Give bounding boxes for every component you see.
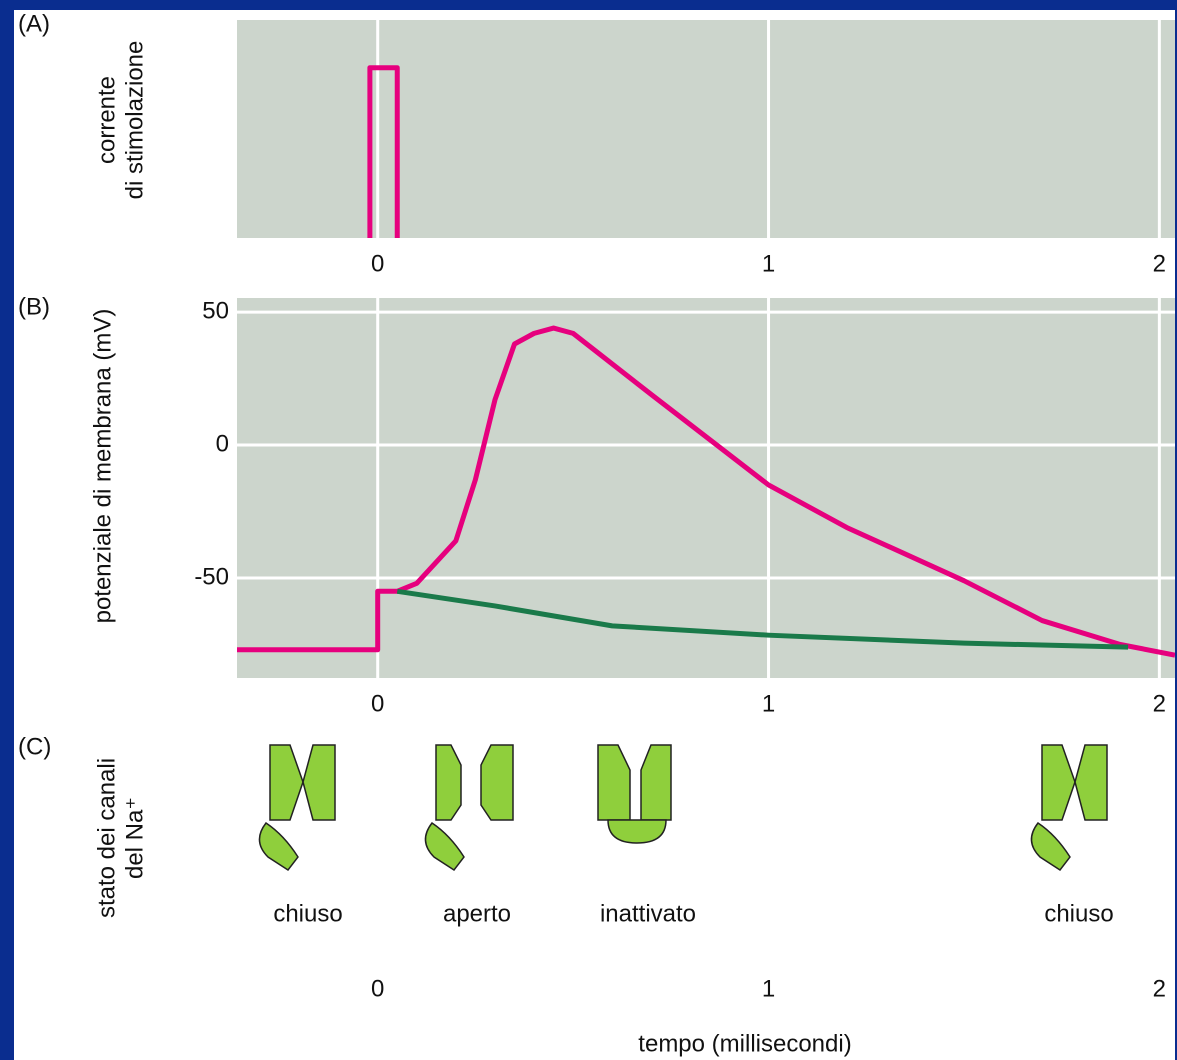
y-tick-label: -50 [194, 563, 229, 590]
state-label: chiuso [1044, 900, 1113, 927]
y-axis-label: stato dei canali [93, 758, 120, 918]
page: (A) (B) (C) corrente di stimolazione pot… [0, 0, 1177, 1060]
x-tick-label: 0 [371, 250, 384, 277]
x-axis-label: tempo (millisecondi) [638, 1030, 851, 1057]
y-tick-label: 0 [216, 430, 229, 457]
x-tick-label: 1 [762, 975, 775, 1002]
state-label: chiuso [273, 900, 342, 927]
y-axis-label: corrente [93, 76, 120, 164]
y-axis-label: del Na⁺ [121, 797, 148, 879]
y-axis-label: potenziale di membrana (mV) [89, 309, 116, 624]
y-tick-label: 50 [202, 297, 229, 324]
figure: (A) (B) (C) corrente di stimolazione pot… [14, 10, 1175, 1060]
x-tick-label: 1 [762, 690, 775, 717]
x-tick-label: 2 [1153, 690, 1166, 717]
state-label: aperto [443, 900, 511, 927]
panel-letter: (C) [18, 733, 51, 760]
x-tick-label: 1 [762, 250, 775, 277]
x-tick-label: 0 [371, 690, 384, 717]
x-tick-label: 2 [1153, 250, 1166, 277]
x-tick-label: 2 [1153, 975, 1166, 1002]
panel-letter: (B) [18, 293, 50, 320]
state-label: inattivato [600, 900, 696, 927]
x-tick-label: 0 [371, 975, 384, 1002]
panel-letter: (A) [18, 10, 50, 37]
y-axis-label: di stimolazione [121, 41, 148, 200]
